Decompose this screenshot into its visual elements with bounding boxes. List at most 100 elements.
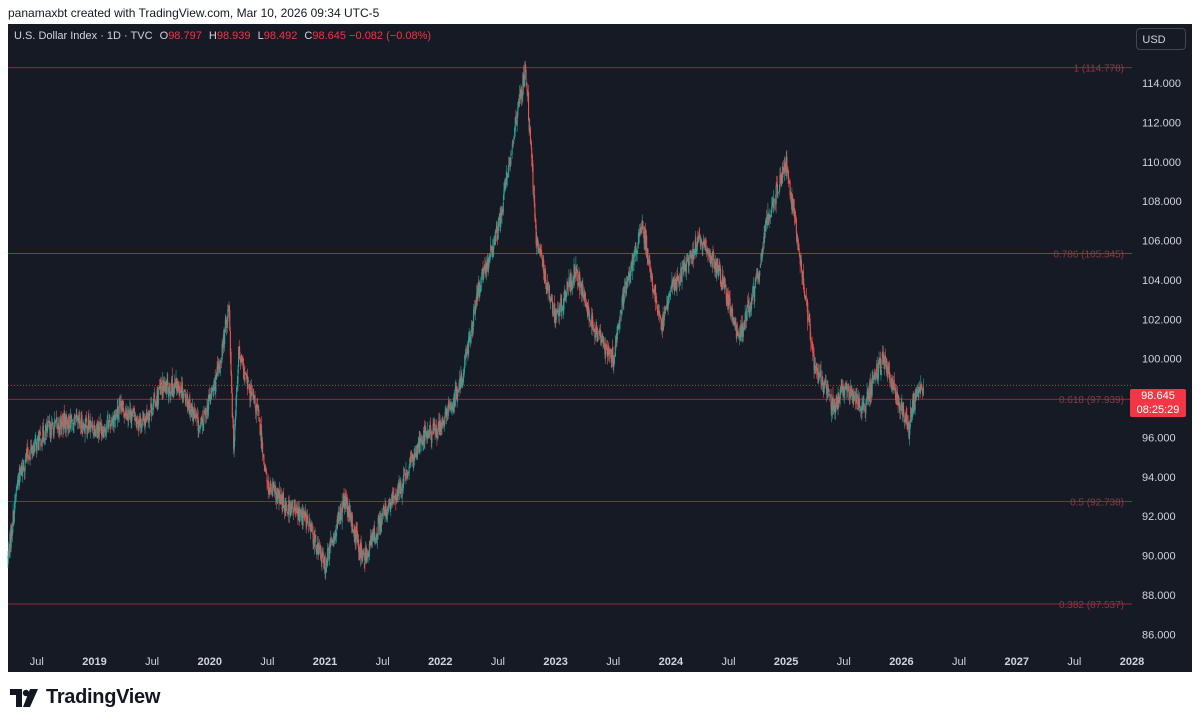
candle [157,385,159,411]
candle [121,399,123,413]
candle [567,285,569,296]
candle [534,194,536,222]
candle [871,371,873,398]
candle [222,329,225,354]
x-tick-label: Jul [30,656,44,668]
candle [273,479,275,492]
candle [259,418,261,436]
candle [638,232,640,237]
candle [733,316,736,328]
candle [505,165,507,188]
candle [497,217,499,240]
candle [252,388,254,401]
candle [270,487,273,495]
candle [749,297,751,319]
candle [131,408,133,429]
candle [246,368,249,396]
candle [44,438,46,446]
candle [414,445,416,466]
candle [11,524,13,540]
candle [35,441,38,458]
candle [371,529,374,549]
candle [114,410,116,420]
candle [50,435,52,443]
candle [341,517,343,521]
candle [330,530,332,554]
candle [491,245,493,257]
candle [806,297,808,313]
candle [42,422,44,442]
candle [744,319,746,330]
candle [397,480,399,502]
candle [714,254,717,278]
candle [890,378,892,390]
candle [573,257,575,288]
candle [206,398,208,419]
candle [212,387,214,393]
candle [180,386,182,399]
candle [515,109,517,124]
candle [825,374,827,390]
candle [319,541,321,555]
candle [601,335,603,347]
candle [179,381,182,394]
candle [270,480,272,495]
candle [257,398,259,416]
candle [495,220,497,233]
candle [224,314,226,333]
candle [589,312,591,323]
candle [162,371,164,400]
candle [393,487,395,500]
candle [884,348,887,367]
candle [402,466,405,494]
candle [689,250,691,266]
candle [529,125,532,144]
candle [146,404,148,423]
candle [733,317,735,325]
candle [367,550,369,564]
candle [25,449,27,463]
candle [907,421,909,430]
candle [474,300,476,316]
candle [540,249,542,256]
candle [779,168,781,192]
candle [803,278,805,293]
candle [471,320,473,339]
candle [521,86,523,106]
candle [524,60,526,72]
candle [508,156,510,178]
chart-panel[interactable] [8,24,1192,672]
candle [260,416,262,449]
candle [843,384,845,398]
candle [826,380,828,400]
candle [576,263,578,274]
candle [684,255,686,272]
y-tick-label: 110.000 [1142,157,1181,169]
candle [82,426,84,438]
candle [83,422,85,428]
candle [509,157,511,172]
candle [546,282,548,294]
candle [478,275,480,297]
candle [844,382,846,399]
candle [550,295,552,310]
candle [265,463,267,474]
candle [243,367,245,386]
candle [54,411,56,429]
candle [247,379,249,390]
candle [310,519,312,533]
candle [613,355,616,365]
candle [27,446,29,465]
candle [903,413,905,429]
candle [893,372,895,391]
candle [202,421,204,431]
candle [694,231,696,255]
candle [522,72,524,102]
candle [691,249,693,267]
candle [188,394,190,415]
candle [566,278,568,297]
candle [478,279,480,302]
candle [275,485,277,505]
currency-button[interactable]: USD [1136,28,1186,50]
